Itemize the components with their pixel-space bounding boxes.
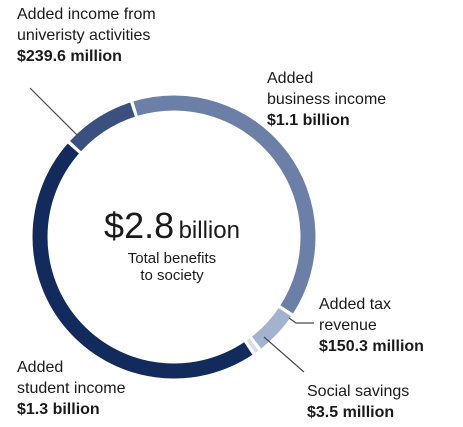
label-line: Added — [267, 70, 314, 87]
leader-lines — [29, 87, 314, 373]
label-student-income: Added student income $1.3 billion — [17, 357, 126, 420]
leader-line-tax — [288, 317, 314, 324]
label-line: univeristy activities — [17, 27, 151, 44]
donut-slice-2 — [251, 307, 292, 349]
label-line: business income — [267, 91, 387, 108]
label-business-income: Added business income $1.1 billion — [267, 68, 386, 131]
label-value: $1.3 billion — [17, 401, 100, 418]
center-total: $2.8 billion — [92, 206, 252, 254]
donut-slice-1 — [133, 95, 316, 314]
label-line: revenue — [319, 317, 377, 334]
donut-slice-0 — [70, 102, 135, 152]
label-line: student income — [17, 380, 126, 397]
center-caption-line-2: to society — [140, 267, 204, 284]
label-value: $3.5 million — [307, 404, 395, 421]
center-amount: $2.8 — [104, 205, 175, 246]
center-caption: Total benefits to society — [102, 250, 242, 284]
label-value: $150.3 million — [319, 338, 424, 355]
label-line: Added income from — [17, 6, 156, 23]
leader-line-university — [29, 87, 79, 137]
label-social-savings: Social savings $3.5 million — [307, 381, 409, 423]
label-value: $239.6 million — [17, 48, 122, 65]
center-caption-line-1: Total benefits — [127, 250, 217, 267]
donut-slice-3 — [246, 338, 259, 353]
leader-line-social — [263, 336, 305, 373]
donut-arcs — [32, 95, 316, 379]
donut-slice-4 — [32, 143, 253, 379]
label-value: $1.1 billion — [267, 112, 350, 129]
label-university-activities: Added income from univeristy activities … — [17, 4, 156, 67]
label-tax-revenue: Added tax revenue $150.3 million — [319, 294, 424, 357]
center-unit: billion — [178, 217, 240, 244]
label-line: Social savings — [307, 383, 410, 400]
label-line: Added tax — [319, 296, 392, 313]
label-line: Added — [17, 359, 64, 376]
